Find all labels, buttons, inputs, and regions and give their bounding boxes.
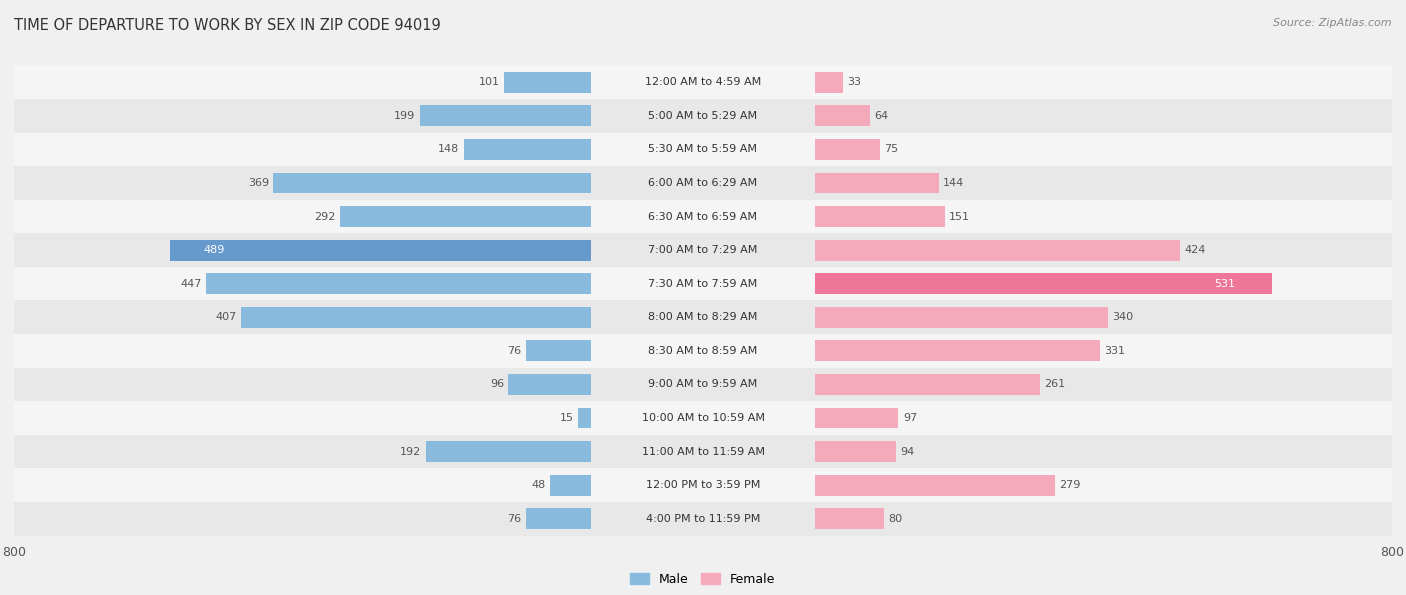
Text: 76: 76 — [508, 513, 522, 524]
Legend: Male, Female: Male, Female — [630, 572, 776, 585]
Bar — [815, 206, 945, 227]
Bar — [14, 200, 1392, 233]
Bar — [14, 502, 1392, 536]
Bar — [14, 65, 1392, 99]
Text: 80: 80 — [889, 513, 903, 524]
Text: 7:30 AM to 7:59 AM: 7:30 AM to 7:59 AM — [648, 278, 758, 289]
Bar — [170, 240, 591, 261]
Bar — [815, 240, 1180, 261]
Text: 75: 75 — [884, 145, 898, 154]
Text: 489: 489 — [204, 245, 225, 255]
Text: 6:30 AM to 6:59 AM: 6:30 AM to 6:59 AM — [648, 212, 758, 221]
Text: 192: 192 — [401, 447, 422, 456]
Bar — [426, 441, 591, 462]
Bar — [815, 340, 1099, 361]
Text: 292: 292 — [314, 212, 335, 221]
Text: 369: 369 — [247, 178, 269, 188]
Bar — [815, 105, 870, 126]
Text: 5:30 AM to 5:59 AM: 5:30 AM to 5:59 AM — [648, 145, 758, 154]
Text: 4:00 PM to 11:59 PM: 4:00 PM to 11:59 PM — [645, 513, 761, 524]
Bar — [815, 72, 844, 93]
Text: 15: 15 — [560, 413, 574, 423]
Bar — [509, 374, 591, 395]
Bar — [505, 72, 591, 93]
Bar — [14, 468, 1392, 502]
Text: 8:00 AM to 8:29 AM: 8:00 AM to 8:29 AM — [648, 312, 758, 322]
Text: 447: 447 — [180, 278, 202, 289]
Text: 12:00 PM to 3:59 PM: 12:00 PM to 3:59 PM — [645, 480, 761, 490]
Text: 96: 96 — [489, 380, 505, 389]
Text: 9:00 AM to 9:59 AM: 9:00 AM to 9:59 AM — [648, 380, 758, 389]
Bar — [815, 307, 1108, 328]
Bar — [14, 334, 1392, 368]
Text: 101: 101 — [479, 77, 499, 87]
Bar — [340, 206, 591, 227]
Bar — [815, 441, 896, 462]
Bar — [815, 508, 884, 529]
Bar — [14, 233, 1392, 267]
Text: 424: 424 — [1184, 245, 1206, 255]
Text: 76: 76 — [508, 346, 522, 356]
Bar — [14, 267, 1392, 300]
Text: 5:00 AM to 5:29 AM: 5:00 AM to 5:29 AM — [648, 111, 758, 121]
Bar — [815, 475, 1056, 496]
Text: 261: 261 — [1045, 380, 1066, 389]
Text: 12:00 AM to 4:59 AM: 12:00 AM to 4:59 AM — [645, 77, 761, 87]
Bar — [14, 99, 1392, 133]
Bar — [14, 401, 1392, 435]
Bar — [14, 166, 1392, 200]
Bar — [526, 508, 591, 529]
Text: 531: 531 — [1215, 278, 1236, 289]
Text: TIME OF DEPARTURE TO WORK BY SEX IN ZIP CODE 94019: TIME OF DEPARTURE TO WORK BY SEX IN ZIP … — [14, 18, 441, 33]
Text: 199: 199 — [394, 111, 415, 121]
Text: 279: 279 — [1060, 480, 1081, 490]
Bar — [815, 139, 880, 160]
Text: 94: 94 — [900, 447, 914, 456]
Bar — [578, 408, 591, 428]
Text: 144: 144 — [943, 178, 965, 188]
Text: Source: ZipAtlas.com: Source: ZipAtlas.com — [1274, 18, 1392, 28]
Text: 148: 148 — [439, 145, 460, 154]
Text: 331: 331 — [1104, 346, 1125, 356]
Text: 6:00 AM to 6:29 AM: 6:00 AM to 6:29 AM — [648, 178, 758, 188]
Text: 97: 97 — [903, 413, 917, 423]
Text: 407: 407 — [215, 312, 236, 322]
Bar — [815, 273, 1272, 294]
Bar — [207, 273, 591, 294]
Text: 10:00 AM to 10:59 AM: 10:00 AM to 10:59 AM — [641, 413, 765, 423]
Bar — [240, 307, 591, 328]
Bar — [419, 105, 591, 126]
Text: 64: 64 — [875, 111, 889, 121]
Bar — [273, 173, 591, 193]
Text: 8:30 AM to 8:59 AM: 8:30 AM to 8:59 AM — [648, 346, 758, 356]
Bar — [526, 340, 591, 361]
Bar — [14, 368, 1392, 401]
Text: 151: 151 — [949, 212, 970, 221]
Bar — [815, 374, 1039, 395]
Bar — [815, 173, 939, 193]
Text: 7:00 AM to 7:29 AM: 7:00 AM to 7:29 AM — [648, 245, 758, 255]
Text: 33: 33 — [848, 77, 862, 87]
Bar — [14, 300, 1392, 334]
Bar — [14, 435, 1392, 468]
Bar — [550, 475, 591, 496]
Text: 11:00 AM to 11:59 AM: 11:00 AM to 11:59 AM — [641, 447, 765, 456]
Bar — [14, 133, 1392, 166]
Bar — [815, 408, 898, 428]
Text: 48: 48 — [531, 480, 546, 490]
Text: 340: 340 — [1112, 312, 1133, 322]
Bar — [464, 139, 591, 160]
